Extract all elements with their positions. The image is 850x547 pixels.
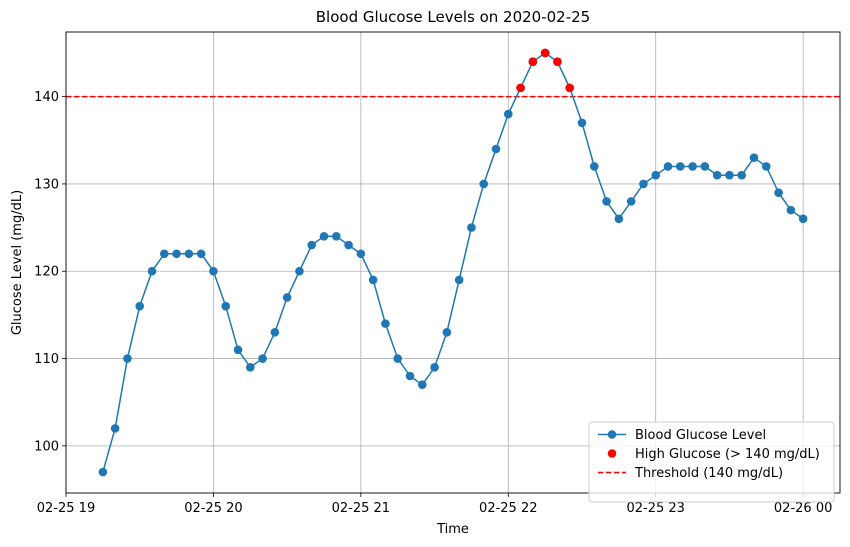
glucose-point (761, 162, 771, 171)
glucose-point (737, 170, 747, 180)
chart-title: Blood Glucose Levels on 2020-02-25 (316, 8, 590, 26)
glucose-point (712, 170, 722, 180)
glucose-point (209, 266, 218, 276)
glucose-point (663, 162, 673, 171)
glucose-point (331, 232, 341, 241)
glucose-point (221, 301, 231, 311)
glucose-point (368, 275, 378, 285)
glucose-series-line (102, 52, 804, 473)
legend-label-high: High Glucose (> 140 mg/dL) (635, 447, 820, 462)
x-tick-label: 02-26 00 (774, 501, 832, 516)
y-tick-label: 120 (34, 265, 59, 280)
glucose-point (798, 214, 808, 224)
glucose-point (417, 380, 427, 390)
glucose-point (491, 144, 501, 154)
glucose-point (147, 266, 157, 276)
high-glucose-point (528, 57, 538, 66)
glucose-point (245, 362, 255, 372)
y-axis-ticks: 100 110 120 130 140 (34, 90, 66, 454)
legend: Blood Glucose Level High Glucose (> 140 … (588, 421, 835, 503)
glucose-point (295, 266, 304, 276)
high-glucose-point (516, 83, 525, 93)
glucose-point (159, 249, 169, 259)
glucose-point (651, 170, 661, 180)
glucose-point (110, 424, 120, 433)
legend-label-glucose: Blood Glucose Level (635, 428, 766, 443)
glucose-point (405, 371, 415, 381)
x-axis-label: Time (436, 522, 469, 537)
x-tick-label: 02-25 21 (332, 501, 390, 516)
glucose-point (503, 109, 513, 119)
glucose-point (123, 354, 132, 363)
glucose-point (258, 354, 267, 363)
glucose-point (282, 293, 292, 302)
glucose-point (233, 345, 243, 355)
glucose-point (344, 240, 353, 250)
y-tick-label: 130 (34, 177, 59, 192)
glucose-point (577, 118, 587, 128)
glucose-point (196, 249, 206, 259)
glucose-point (675, 162, 685, 171)
glucose-point (774, 188, 783, 197)
legend-swatch-marker-glucose (607, 430, 617, 439)
glucose-point (135, 301, 145, 311)
glucose-point (639, 179, 648, 189)
glucose-point (700, 162, 710, 171)
legend-swatch-marker-high (607, 449, 617, 458)
y-tick-label: 140 (34, 90, 59, 105)
glucose-point (356, 249, 366, 259)
series-layer (98, 48, 808, 477)
glucose-point (589, 162, 599, 171)
high-glucose-point (565, 83, 575, 93)
plot-area-frame (65, 31, 841, 494)
glucose-point (454, 275, 464, 285)
y-tick-label: 100 (34, 439, 59, 454)
glucose-point (393, 354, 403, 363)
y-axis-label: Glucose Level (mg/dL) (10, 190, 25, 335)
glucose-point (479, 179, 489, 189)
glucose-point (307, 240, 317, 250)
x-tick-label: 02-25 22 (479, 501, 537, 516)
glucose-point (467, 223, 476, 232)
glucose-point (172, 249, 181, 259)
glucose-point (381, 319, 390, 328)
legend-label-threshold: Threshold (140 mg/dL) (634, 466, 783, 481)
x-tick-label: 02-25 20 (184, 501, 242, 516)
x-tick-label: 02-25 19 (37, 501, 95, 516)
x-axis-ticks: 02-25 19 02-25 20 02-25 21 02-25 22 02-25 23… (37, 493, 832, 516)
glucose-point (184, 249, 194, 259)
glucose-point (626, 197, 636, 206)
x-tick-label: 02-25 23 (626, 501, 684, 516)
glucose-point (749, 153, 759, 163)
glucose-point (98, 467, 108, 477)
high-glucose-point (553, 57, 562, 66)
glucose-point (319, 232, 329, 241)
glucose-point (270, 328, 280, 337)
glucose-point (430, 362, 439, 372)
glucose-point (442, 328, 452, 337)
glucose-point (688, 162, 697, 171)
glucose-point (725, 170, 734, 180)
glucose-point (602, 197, 611, 206)
high-glucose-point (540, 48, 550, 58)
y-tick-label: 110 (34, 352, 59, 367)
glucose-point (786, 205, 796, 215)
legend-box (588, 421, 835, 503)
glucose-point (614, 214, 624, 224)
